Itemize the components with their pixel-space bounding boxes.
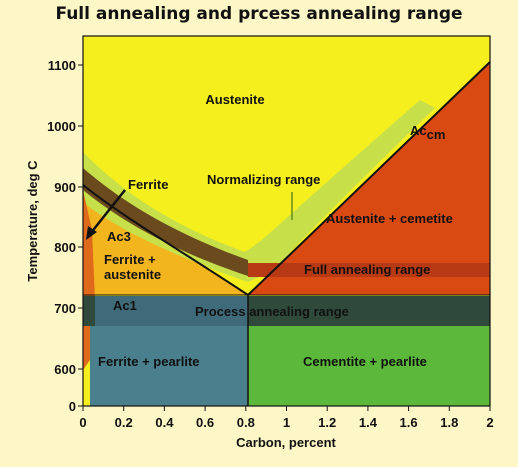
ferrite-pearlite-region — [90, 326, 248, 406]
cementite-pearlite-region — [248, 326, 490, 406]
label-ferrite-austenite-1: Ferrite + — [104, 252, 156, 267]
y-tick-labels: 0 600 700 800 900 1000 1100 — [47, 58, 83, 414]
x-tick-label: 0 — [79, 415, 86, 430]
ferrite-arrow — [89, 189, 126, 235]
x-tick-label: 1.6 — [400, 415, 418, 430]
process-annealing-band-left — [95, 296, 248, 326]
y-tick-label: 0 — [69, 399, 76, 414]
label-ferrite-austenite-2: austenite — [104, 267, 161, 282]
label-ferrite-pearlite: Ferrite + pearlite — [98, 354, 200, 369]
y-tick-label: 900 — [54, 180, 76, 195]
x-tick-label: 1.2 — [318, 415, 336, 430]
label-ac1: Ac1 — [113, 298, 137, 313]
y-tick-label: 800 — [54, 240, 76, 255]
label-cementite-pearlite: Cementite + pearlite — [303, 354, 427, 369]
label-ferrite: Ferrite — [128, 177, 168, 192]
y-axis-label: Temperature, deg C — [25, 160, 40, 282]
label-ac3: Ac3 — [107, 229, 131, 244]
x-tick-label: 1.4 — [359, 415, 378, 430]
full-annealing-band-right — [248, 263, 490, 277]
x-tick-label: 0.2 — [115, 415, 133, 430]
label-normalizing: Normalizing range — [207, 172, 320, 187]
x-tick-label: 1.8 — [440, 415, 458, 430]
x-tick-labels: 0 0.2 0.4 0.6 0.8 1 1.2 1.4 1.6 1.8 2 — [79, 406, 494, 430]
label-austenite: Austenite — [205, 92, 264, 107]
y-tick-label: 700 — [54, 301, 76, 316]
label-full-annealing: Full annealing range — [304, 262, 430, 277]
x-tick-label: 0.8 — [237, 415, 255, 430]
acm-line — [247, 61, 491, 296]
label-process-annealing: Process annealing range — [195, 304, 349, 319]
ferrite-arrowhead — [86, 226, 97, 240]
x-tick-label: 2 — [486, 415, 493, 430]
ferrite-austenite-region — [83, 185, 248, 295]
x-tick-label: 0.4 — [155, 415, 174, 430]
diagram-title: Full annealing and prcess annealing rang… — [55, 4, 463, 24]
x-axis-label: Carbon, percent — [236, 435, 336, 450]
ac3-line — [82, 184, 249, 296]
x-tick-label: 0.6 — [196, 415, 214, 430]
y-tick-label: 1000 — [47, 119, 76, 134]
full-annealing-band — [83, 168, 248, 276]
label-austenite-cemetite: Austenite + cemetite — [326, 211, 453, 226]
y-tick-label: 1100 — [48, 58, 76, 73]
y-tick-label: 600 — [54, 362, 76, 377]
label-acm: Accm — [410, 123, 445, 142]
x-tick-label: 1 — [283, 415, 290, 430]
